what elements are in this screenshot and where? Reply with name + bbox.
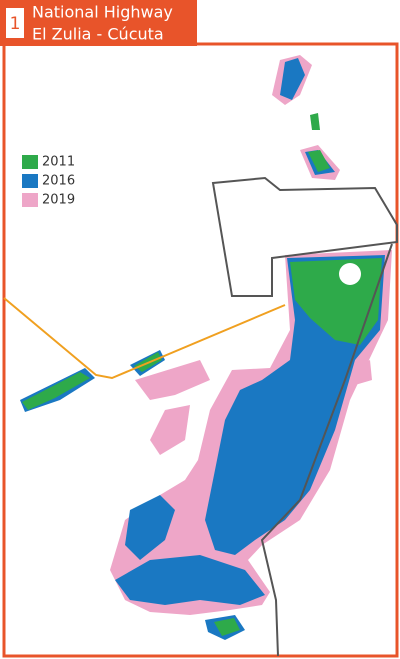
header-box	[0, 0, 197, 46]
clearing	[339, 263, 361, 285]
legend-label: 2019	[42, 193, 75, 208]
municipal-boundary	[260, 243, 393, 657]
legend-label: 2011	[42, 155, 75, 170]
badge: 1	[10, 14, 21, 34]
legend: 2011 2016 2019	[22, 155, 75, 208]
subtitle: El Zulia - Cúcuta	[32, 25, 164, 44]
legend-swatch	[22, 174, 38, 188]
badge-box	[6, 8, 24, 38]
legend-label: 2016	[42, 174, 75, 189]
title: National Highway	[32, 3, 173, 22]
legend-swatch	[22, 193, 38, 207]
legend-swatch	[22, 155, 38, 169]
highway	[3, 297, 286, 380]
municipal-boundary	[211, 176, 398, 297]
